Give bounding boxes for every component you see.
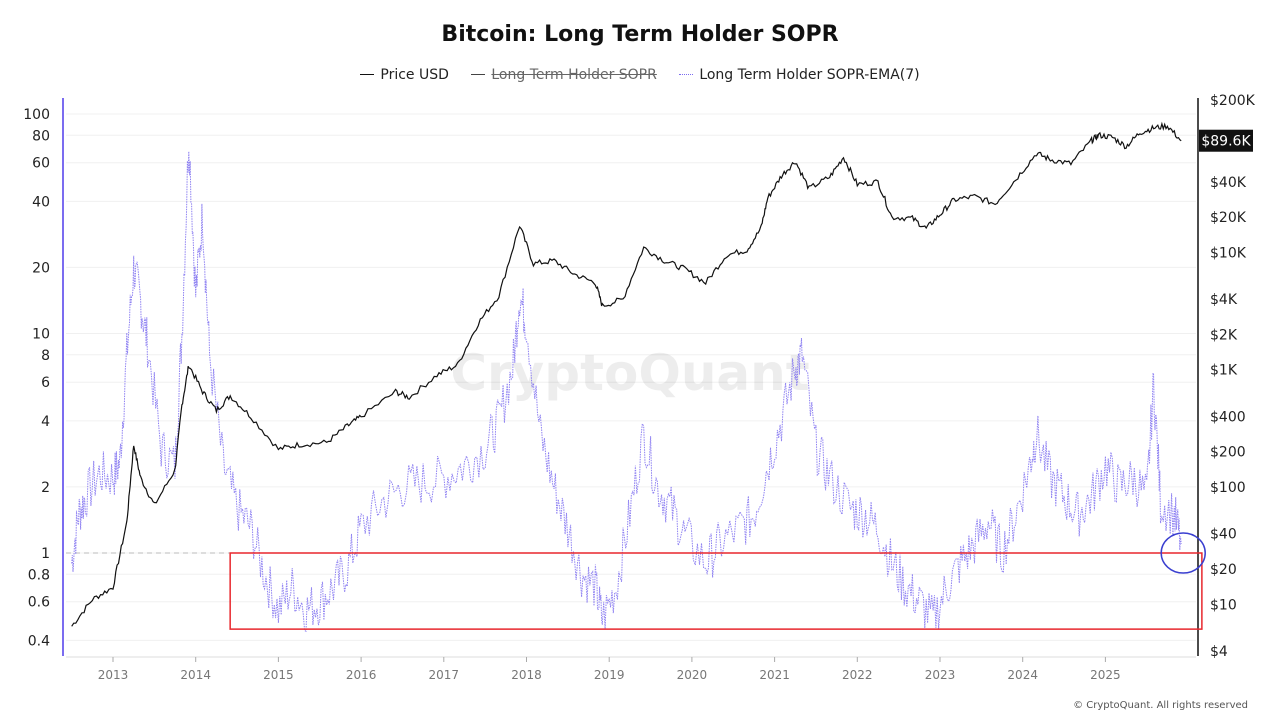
series-line-lth-sopr-ema	[71, 151, 1182, 632]
right-axis-tick-label: $40K	[1210, 175, 1247, 191]
left-axis-tick-label: 40	[32, 194, 50, 210]
x-axis-tick-label: 2020	[677, 668, 708, 682]
right-axis-tick-label: $200K	[1210, 93, 1256, 109]
x-axis-tick-label: 2023	[925, 668, 956, 682]
right-axis-tick-label: $1K	[1210, 363, 1238, 379]
legend: Price USD Long Term Holder SOPR Long Ter…	[0, 63, 1280, 83]
x-axis-tick-label: 2025	[1090, 668, 1121, 682]
left-axis-tick-label: 60	[32, 156, 50, 172]
x-axis-tick-label: 2015	[263, 668, 294, 682]
highlight-box	[229, 552, 1203, 630]
x-axis-tick-label: 2021	[759, 668, 790, 682]
highlight-circle	[1160, 532, 1206, 574]
x-axis-tick-label: 2022	[842, 668, 873, 682]
x-axis-tick-label: 2019	[594, 668, 625, 682]
right-axis-tick-label: $20K	[1210, 210, 1247, 226]
watermark: CryptoQuant	[450, 344, 809, 402]
right-axis-tick-label: $100	[1210, 480, 1246, 496]
chart-title: Bitcoin: Long Term Holder SOPR	[441, 22, 839, 47]
right-axis-tick-label: $40	[1210, 527, 1237, 543]
right-axis-tick-label: $20	[1210, 562, 1237, 578]
legend-swatch	[679, 74, 694, 75]
right-axis-tick-label: $200	[1210, 445, 1246, 461]
left-axis-tick-label: 0.6	[28, 595, 50, 611]
legend-swatch	[360, 74, 375, 75]
right-axis-tick-label: $4	[1210, 644, 1228, 660]
legend-label: Long Term Holder SOPR	[491, 66, 657, 83]
left-axis-tick-label: 80	[32, 128, 50, 144]
x-axis-tick-label: 2024	[1007, 668, 1038, 682]
legend-swatch	[471, 74, 486, 75]
left-axis-tick-label: 0.8	[28, 567, 50, 583]
right-axis-tick-label: $400	[1210, 409, 1246, 425]
copyright-footer: © CryptoQuant. All rights reserved	[1073, 700, 1248, 711]
left-axis-tick-label: 6	[41, 375, 50, 391]
legend-label: Price USD	[380, 66, 449, 83]
x-axis-tick-label: 2016	[346, 668, 377, 682]
right-axis-tick-label: $4K	[1210, 292, 1238, 308]
current-price-badge	[1199, 129, 1253, 152]
left-axis-tick-label: 100	[23, 107, 50, 123]
left-axis-tick-label: 1	[41, 546, 50, 562]
legend-item-lth-sopr-ema[interactable]: Long Term Holder SOPR-EMA(7)	[679, 66, 920, 83]
right-axis-tick-label: $10	[1210, 597, 1237, 613]
current-price-label: $89.6K	[1201, 134, 1251, 150]
x-axis-tick-label: 2014	[180, 668, 211, 682]
right-axis-tick-label: $10K	[1210, 245, 1247, 261]
left-axis-tick-label: 20	[32, 260, 50, 276]
left-axis-tick-label: 2	[41, 480, 50, 496]
left-axis-tick-label: 0.4	[28, 633, 50, 649]
left-axis-tick-label: 4	[41, 414, 50, 430]
legend-label: Long Term Holder SOPR-EMA(7)	[699, 66, 920, 83]
legend-item-lth-sopr[interactable]: Long Term Holder SOPR	[471, 66, 657, 83]
right-axis-tick-label: $2K	[1210, 327, 1238, 343]
left-axis-tick-label: 10	[32, 327, 50, 343]
legend-item-price[interactable]: Price USD	[360, 67, 449, 83]
x-axis-tick-label: 2018	[511, 668, 542, 682]
x-axis-tick-label: 2013	[98, 668, 129, 682]
series-line-price-usd	[71, 121, 1182, 627]
left-axis-tick-label: 8	[41, 348, 50, 364]
x-axis-tick-label: 2017	[429, 668, 460, 682]
